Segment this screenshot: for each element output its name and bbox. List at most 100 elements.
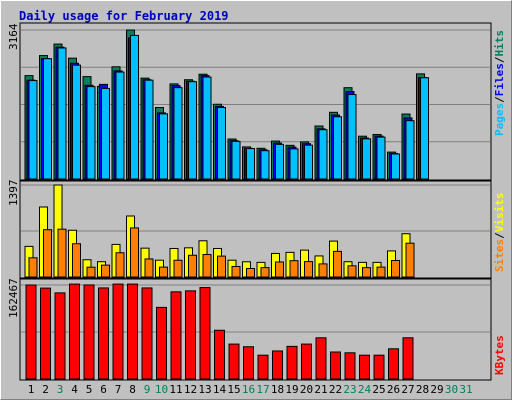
pages-bar-27 bbox=[405, 120, 415, 180]
sites-bar-14 bbox=[217, 255, 226, 278]
day-label-6: 6 bbox=[100, 383, 107, 396]
kbytes-bar-2 bbox=[40, 287, 51, 380]
day-label-14: 14 bbox=[213, 383, 227, 396]
sites-bar-27 bbox=[405, 242, 415, 278]
kbytes-bar-22 bbox=[330, 351, 341, 380]
sites-bar-6 bbox=[101, 264, 110, 278]
sites-bar-25 bbox=[376, 266, 386, 278]
pages-bar-28 bbox=[420, 77, 429, 180]
legend-files: Files bbox=[493, 63, 506, 96]
day-label-27: 27 bbox=[401, 383, 414, 396]
day-label-25: 25 bbox=[372, 383, 385, 396]
pages-bar-13 bbox=[202, 76, 212, 180]
sites-bar-21 bbox=[318, 263, 328, 278]
pages-bar-12 bbox=[188, 81, 197, 180]
sites-bar-24 bbox=[362, 267, 371, 278]
day-labels: 1 2 3 4 5 6 7 8 9 10 11 12 13 14 15 16 17 18 19 20 21 22 23 24 2… bbox=[28, 383, 473, 396]
legend-sep-1: / bbox=[493, 96, 506, 103]
sites-bar-2 bbox=[43, 229, 52, 278]
kbytes-bar-3 bbox=[54, 292, 66, 380]
kbytes-legend: KBytes bbox=[493, 335, 506, 375]
sites-bar-8 bbox=[130, 227, 139, 278]
pages-bar-15 bbox=[231, 140, 241, 180]
day-label-28: 28 bbox=[416, 383, 429, 396]
sites-bar-1 bbox=[28, 257, 38, 278]
day-label-7: 7 bbox=[115, 383, 122, 396]
pages-bar-20 bbox=[304, 144, 313, 180]
visits-legend: Sites/Visits bbox=[493, 193, 506, 273]
sites-bar-16 bbox=[246, 268, 255, 278]
pages-bar-23 bbox=[347, 94, 357, 180]
kbytes-bar-7 bbox=[112, 283, 124, 380]
legend-pages: Pages bbox=[493, 103, 506, 136]
kbytes-bar-27 bbox=[402, 337, 414, 380]
day-label-3: 3 bbox=[57, 383, 64, 396]
legend-sep-2: / bbox=[493, 56, 506, 63]
pages-bar-3 bbox=[57, 47, 67, 180]
kbytes-bar-25 bbox=[373, 354, 385, 380]
day-label-5: 5 bbox=[86, 383, 93, 396]
sites-bar-7 bbox=[115, 252, 125, 278]
day-label-16: 16 bbox=[242, 383, 255, 396]
day-label-30: 30 bbox=[445, 383, 458, 396]
sites-bar-11 bbox=[173, 259, 183, 278]
sites-bar-13 bbox=[202, 254, 212, 278]
pages-bar-1 bbox=[28, 80, 38, 180]
day-label-19: 19 bbox=[285, 383, 298, 396]
day-label-24: 24 bbox=[358, 383, 372, 396]
chart-title: Daily usage for February 2019 bbox=[19, 9, 229, 23]
pages-bar-24 bbox=[362, 138, 371, 180]
day-label-31: 31 bbox=[459, 383, 472, 396]
pages-bar-17 bbox=[260, 150, 270, 180]
kbytes-bar-13 bbox=[199, 287, 211, 380]
kbytes-bar-15 bbox=[228, 343, 240, 380]
kbytes-bar-12 bbox=[185, 290, 196, 380]
kbytes-bar-23 bbox=[344, 352, 356, 380]
kbytes-bar-21 bbox=[315, 337, 327, 380]
kbytes-bar-18 bbox=[272, 350, 283, 380]
kbytes-bar-8 bbox=[127, 283, 138, 380]
kbytes-bar-10 bbox=[156, 306, 167, 380]
pages-bar-16 bbox=[246, 148, 255, 180]
pages-bar-22 bbox=[333, 116, 342, 180]
pages-bar-7 bbox=[115, 71, 125, 180]
kbytes-bar-11 bbox=[170, 291, 182, 380]
pages-bar-5 bbox=[86, 86, 96, 180]
day-label-15: 15 bbox=[227, 383, 240, 396]
pages-bar-18 bbox=[275, 143, 284, 180]
day-label-4: 4 bbox=[71, 383, 78, 396]
bars bbox=[24, 29, 429, 380]
hits-ymax-label: 3164 bbox=[7, 23, 20, 50]
sites-bar-3 bbox=[57, 228, 67, 278]
kbytes-bar-5 bbox=[83, 284, 95, 380]
hits-legend: Pages/Files/Hits bbox=[493, 30, 506, 136]
sites-bar-18 bbox=[275, 261, 284, 278]
legend-hits: Hits bbox=[493, 30, 506, 57]
sites-bar-15 bbox=[231, 266, 241, 278]
legend-kbytes: KBytes bbox=[493, 335, 506, 375]
kbytes-bar-24 bbox=[359, 354, 370, 380]
pages-bar-8 bbox=[130, 34, 139, 180]
kbytes-bar-16 bbox=[243, 346, 254, 380]
sites-bar-9 bbox=[144, 258, 154, 278]
legend-visits: Visits bbox=[493, 193, 506, 233]
pages-bar-9 bbox=[144, 79, 154, 180]
pages-bar-19 bbox=[289, 148, 299, 180]
kbytes-bar-1 bbox=[25, 284, 37, 380]
kbytes-ymax-label: 162467 bbox=[7, 278, 20, 318]
legend-sep-3: / bbox=[493, 232, 506, 239]
day-label-9: 9 bbox=[144, 383, 151, 396]
pages-bar-25 bbox=[376, 136, 386, 180]
kbytes-bar-17 bbox=[257, 354, 269, 380]
sites-bar-20 bbox=[304, 261, 313, 278]
pages-bar-10 bbox=[159, 113, 168, 180]
legend-sites: Sites bbox=[493, 239, 506, 272]
day-label-20: 20 bbox=[300, 383, 313, 396]
day-label-18: 18 bbox=[271, 383, 284, 396]
day-label-1: 1 bbox=[28, 383, 35, 396]
sites-bar-22 bbox=[333, 250, 342, 278]
day-label-13: 13 bbox=[198, 383, 211, 396]
kbytes-bar-19 bbox=[286, 345, 298, 380]
